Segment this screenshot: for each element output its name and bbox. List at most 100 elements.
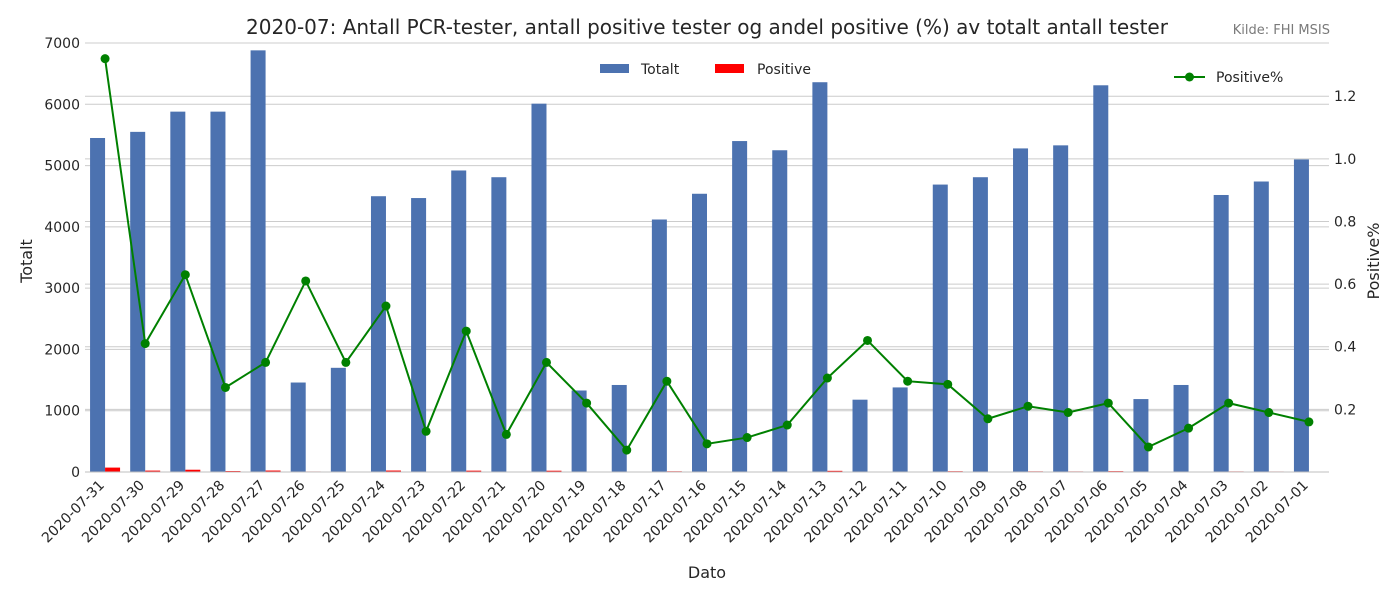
bar-totalt (370, 196, 386, 472)
positive-pct-point (341, 357, 351, 367)
positive-pct-point (1264, 408, 1274, 418)
y2-tick-label: 0.6 (1334, 277, 1356, 293)
bar-totalt (772, 150, 788, 472)
bar-totalt (411, 198, 427, 472)
y-axis-label: Totalt (17, 239, 36, 284)
positive-pct-point (261, 357, 271, 367)
y2-tick-label: 0.4 (1334, 340, 1356, 356)
bar-layer (90, 50, 1324, 473)
legend-label-positive-pct: Positive% (1216, 70, 1283, 86)
source-label: Kilde: FHI MSIS (1233, 23, 1330, 38)
legend-line-marker (1185, 72, 1194, 82)
bar-positive (265, 470, 281, 472)
positive-pct-point (180, 270, 190, 280)
bar-totalt (491, 177, 507, 473)
positive-pct-point (943, 379, 953, 389)
bar-totalt (1213, 194, 1229, 472)
bar-totalt (852, 399, 868, 472)
positive-pct-point (582, 398, 592, 408)
positive-pct-point (220, 382, 230, 392)
legend-label-totalt: Totalt (640, 62, 680, 78)
bar-positive (827, 470, 843, 472)
bar-totalt (1053, 145, 1069, 472)
positive-pct-point (863, 335, 873, 345)
bar-totalt (330, 367, 346, 472)
legend-line: Positive% (1174, 70, 1283, 86)
bar-positive (145, 470, 161, 472)
bar-totalt (531, 103, 547, 473)
bar-totalt (692, 193, 707, 472)
positive-pct-point (301, 276, 311, 286)
positive-pct-point (1103, 398, 1113, 408)
bar-positive (105, 467, 121, 472)
y-tick-label: 6000 (44, 97, 80, 113)
line-layer (100, 54, 1314, 455)
positive-pct-point (1224, 398, 1234, 408)
y-tick-label: 4000 (44, 220, 80, 236)
y-tick-label: 7000 (44, 36, 80, 52)
positive-pct-line (104, 58, 1310, 452)
bar-positive (185, 469, 201, 472)
bar-totalt (1093, 85, 1109, 472)
y2-axis-label: Positive% (1364, 223, 1383, 300)
y2-tick-label: 1.0 (1334, 152, 1356, 168)
bar-totalt (571, 390, 587, 472)
positive-pct-point (622, 445, 632, 455)
positive-pct-point (742, 433, 752, 443)
positive-pct-point (140, 339, 150, 349)
bar-totalt (90, 137, 106, 472)
bar-positive (466, 470, 482, 472)
positive-pct-point (782, 420, 792, 430)
bar-positive (546, 470, 562, 472)
positive-pct-point (1063, 408, 1073, 418)
bar-totalt (611, 384, 627, 472)
bar-totalt (170, 111, 186, 472)
bar-totalt (451, 170, 467, 472)
bar-totalt (130, 131, 146, 472)
positive-pct-point (541, 357, 551, 367)
x-axis-label: Dato (688, 563, 726, 582)
y-tick-label: 5000 (44, 159, 80, 175)
legend-swatch-positive (715, 64, 744, 73)
y-tick-label: 3000 (44, 281, 80, 297)
bar-totalt (812, 82, 828, 473)
bar-totalt (1013, 148, 1029, 472)
positive-pct-point (903, 376, 913, 386)
bar-totalt (651, 219, 667, 472)
bar-totalt (1253, 181, 1269, 472)
legend-bars: Totalt Positive (600, 62, 811, 78)
positive-pct-point (1304, 417, 1314, 427)
bar-totalt (1173, 384, 1189, 472)
bar-totalt (1293, 159, 1309, 472)
bar-totalt (250, 50, 266, 473)
bar-totalt (1133, 399, 1149, 472)
bar-totalt (210, 111, 226, 472)
positive-pct-point (421, 426, 431, 436)
bar-totalt (932, 184, 948, 472)
bar-totalt (892, 387, 908, 472)
y2-tick-label: 0.8 (1334, 214, 1356, 230)
positive-pct-point (1143, 442, 1153, 452)
positive-pct-point (662, 376, 672, 386)
positive-pct-point (100, 54, 110, 64)
bar-totalt (290, 382, 306, 472)
legend-label-positive: Positive (757, 62, 811, 78)
y-tick-label: 2000 (44, 342, 80, 358)
legend-swatch-totalt (600, 64, 629, 73)
bar-totalt (972, 177, 988, 473)
chart-title: 2020-07: Antall PCR-tester, antall posit… (246, 15, 1169, 39)
positive-pct-point (702, 439, 712, 449)
positive-pct-point (381, 301, 391, 311)
positive-pct-point (1184, 423, 1194, 433)
y2-tick-label: 1.2 (1334, 89, 1356, 105)
positive-pct-point (822, 373, 832, 383)
positive-pct-point (461, 326, 471, 336)
positive-pct-point (983, 414, 993, 424)
bar-positive (385, 470, 401, 472)
y2-tick-label: 0.2 (1334, 402, 1356, 418)
positive-pct-point (501, 429, 511, 439)
y-tick-label: 1000 (44, 404, 80, 420)
positive-pct-point (1023, 401, 1033, 411)
